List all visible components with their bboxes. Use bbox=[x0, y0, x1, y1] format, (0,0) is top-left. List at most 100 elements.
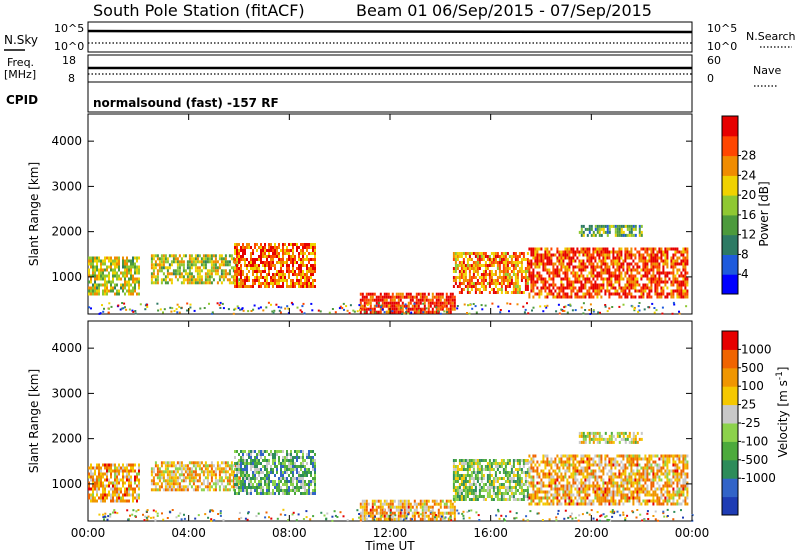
echo-cell bbox=[106, 283, 108, 287]
echo-cell bbox=[437, 298, 440, 302]
echo-cell bbox=[160, 263, 163, 267]
echo-cell bbox=[246, 273, 248, 276]
echo-cell bbox=[586, 227, 589, 231]
echo-cell bbox=[236, 273, 238, 276]
echo-cell bbox=[670, 247, 673, 251]
echo-cell bbox=[470, 285, 473, 288]
echo-cell bbox=[498, 273, 501, 276]
echo-cell bbox=[522, 498, 525, 501]
echo-cell bbox=[244, 450, 246, 453]
echo-cell bbox=[294, 273, 296, 276]
echo-cell bbox=[602, 253, 605, 257]
echo-cell bbox=[564, 454, 567, 458]
echo-cell bbox=[298, 456, 300, 459]
echo-cell bbox=[100, 475, 102, 479]
echo-cell bbox=[470, 462, 473, 465]
echo-cell bbox=[294, 243, 296, 246]
echo-cell bbox=[478, 495, 481, 498]
echo-cell bbox=[548, 496, 551, 500]
echo-cell bbox=[312, 258, 314, 261]
echo-cell bbox=[242, 285, 244, 288]
echo-cell bbox=[532, 493, 535, 497]
echo-cell bbox=[120, 466, 122, 470]
echo-cell bbox=[90, 463, 92, 467]
echo-cell bbox=[594, 227, 597, 231]
echo-cell bbox=[680, 250, 683, 254]
echo-cell bbox=[562, 295, 565, 299]
echo-cell bbox=[256, 273, 258, 276]
echo-cell bbox=[364, 306, 367, 309]
echo-cell bbox=[214, 272, 217, 276]
echo-cell bbox=[88, 259, 90, 263]
echo-cell bbox=[556, 502, 559, 506]
echo-cell bbox=[171, 307, 174, 310]
echo-cell bbox=[296, 483, 298, 486]
echo-cell bbox=[160, 266, 163, 270]
echo-cell bbox=[272, 480, 274, 483]
echo-cell bbox=[228, 479, 231, 483]
echo-cell bbox=[102, 499, 104, 503]
echo-cell bbox=[552, 493, 555, 497]
echo-cell bbox=[411, 298, 414, 302]
echo-cell bbox=[236, 243, 238, 246]
echo-cell bbox=[166, 275, 169, 279]
echo-cell bbox=[116, 481, 118, 485]
echo-cell bbox=[264, 270, 266, 273]
echo-cell bbox=[606, 265, 609, 269]
echo-cell bbox=[610, 271, 613, 275]
echo-cell bbox=[138, 469, 140, 473]
echo-cell bbox=[429, 517, 432, 521]
echo-cell bbox=[550, 487, 553, 491]
echo-cell bbox=[536, 292, 539, 296]
echo-cell bbox=[385, 304, 388, 308]
echo-cell bbox=[116, 292, 118, 296]
echo-cell bbox=[385, 295, 388, 299]
echo-cell bbox=[206, 254, 209, 258]
echo-cell bbox=[582, 230, 585, 234]
echo-cell bbox=[375, 295, 378, 299]
echo-cell bbox=[210, 464, 213, 468]
echo-cell bbox=[544, 484, 547, 488]
echo-cell bbox=[114, 274, 116, 278]
echo-cell bbox=[413, 307, 416, 311]
echo-cell bbox=[580, 250, 583, 254]
echo-cell bbox=[136, 271, 138, 275]
echo-cell bbox=[258, 264, 260, 267]
echo-cell bbox=[674, 274, 677, 278]
echo-cell bbox=[395, 508, 398, 512]
echo-cell bbox=[422, 311, 425, 314]
echo-cell bbox=[126, 280, 128, 284]
echo-cell bbox=[658, 280, 661, 284]
echo-cell bbox=[270, 276, 272, 279]
echo-cell bbox=[624, 295, 627, 299]
echo-cell bbox=[614, 268, 617, 272]
echo-cell bbox=[466, 462, 469, 465]
echo-cell bbox=[114, 475, 116, 479]
echo-cell bbox=[290, 483, 292, 486]
echo-cell bbox=[314, 279, 316, 282]
echo-cell bbox=[500, 255, 503, 258]
echo-cell bbox=[260, 450, 262, 453]
echo-cell bbox=[110, 487, 112, 491]
echo-cell bbox=[439, 505, 442, 509]
echo-cell bbox=[363, 310, 366, 313]
echo-cell bbox=[560, 259, 563, 263]
echo-cell bbox=[456, 255, 459, 258]
echo-cell bbox=[172, 476, 175, 480]
echo-cell bbox=[188, 275, 191, 279]
echo-cell bbox=[359, 310, 362, 314]
echo-cell bbox=[604, 271, 607, 275]
echo-cell bbox=[102, 463, 104, 467]
echo-cell bbox=[608, 224, 611, 228]
echo-cell bbox=[216, 461, 219, 465]
echo-cell bbox=[188, 260, 191, 264]
echo-cell bbox=[274, 459, 276, 462]
echo-cell bbox=[300, 261, 302, 264]
echo-cell bbox=[660, 280, 663, 284]
echo-cell bbox=[418, 309, 421, 312]
echo-cell bbox=[468, 459, 471, 462]
echo-cell bbox=[534, 283, 537, 287]
echo-cell bbox=[504, 276, 507, 279]
echo-cell bbox=[488, 495, 491, 498]
echo-cell bbox=[538, 253, 541, 257]
